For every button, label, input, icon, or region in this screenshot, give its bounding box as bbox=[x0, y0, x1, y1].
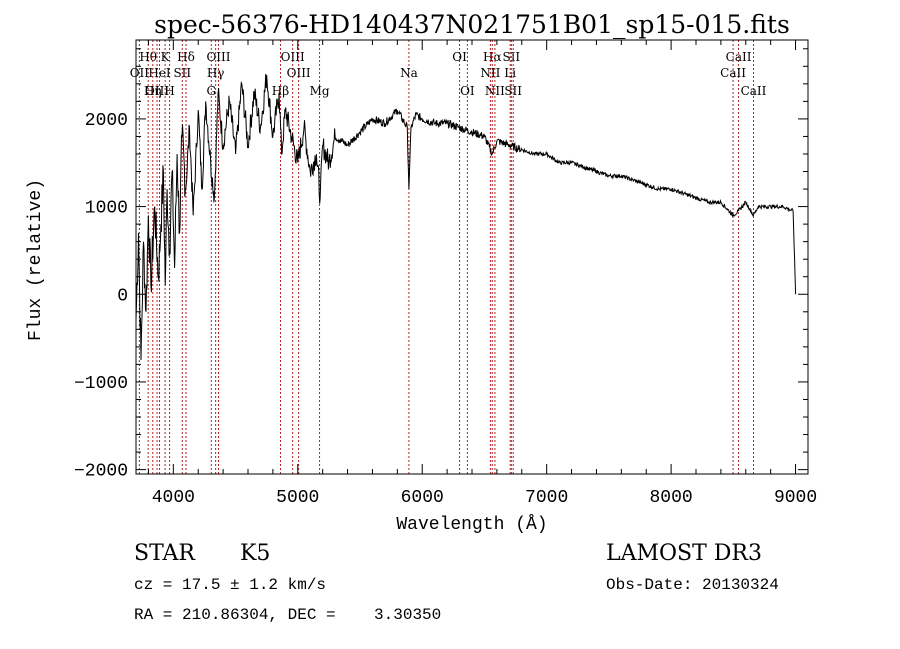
y-tick-label-3: 1000 bbox=[85, 199, 128, 219]
marker-label-5: Hη bbox=[144, 84, 162, 98]
marker-label-19: Hα bbox=[483, 50, 502, 64]
x-tick-label-0: 4000 bbox=[152, 488, 195, 508]
marker-label-1: OII bbox=[130, 66, 150, 80]
marker-label-7: H bbox=[164, 84, 174, 98]
object-subclass: K5 bbox=[240, 541, 270, 566]
marker-label-3: K bbox=[161, 50, 171, 64]
spectrum-line bbox=[135, 73, 797, 361]
y-tick-label-2: 0 bbox=[117, 286, 128, 306]
redshift-value: cz = 17.5 ± 1.2 km/s bbox=[134, 576, 326, 594]
survey-name: LAMOST DR3 bbox=[606, 541, 762, 566]
x-tick-label-1: 5000 bbox=[276, 488, 319, 508]
marker-label-11: G bbox=[206, 84, 216, 98]
y-tick-label-1: −1000 bbox=[74, 374, 128, 394]
y-tick-label-0: −2000 bbox=[74, 462, 128, 482]
marker-label-10: Hγ bbox=[207, 66, 225, 80]
marker-label-12: OIII bbox=[281, 50, 305, 64]
marker-label-22: Li bbox=[504, 66, 516, 80]
marker-label-20: SII bbox=[502, 50, 520, 64]
marker-label-8: Hδ bbox=[177, 50, 195, 64]
y-tick-label-4: 2000 bbox=[85, 111, 128, 131]
marker-label-18: OI bbox=[460, 84, 475, 98]
marker-label-9: OIII bbox=[206, 50, 230, 64]
marker-label-13: OIII bbox=[287, 66, 311, 80]
observation-date: Obs-Date: 20130324 bbox=[606, 576, 779, 594]
marker-label-21: NII bbox=[480, 66, 500, 80]
marker-label-0: Hθ bbox=[139, 50, 157, 64]
emission-line-markers: Hθ OII OIII K HeI Hη SII H Hδ OIII Hγ G OIII OIII Hβ Mg… bbox=[130, 40, 767, 474]
x-tick-label-4: 8000 bbox=[650, 488, 693, 508]
x-tick-label-5: 9000 bbox=[774, 488, 817, 508]
spectrum-series bbox=[135, 73, 797, 361]
marker-label-6: SII bbox=[173, 66, 191, 80]
x-tick-label-3: 7000 bbox=[525, 488, 568, 508]
marker-label-26: CaII bbox=[720, 66, 746, 80]
y-axis-label: Flux (relative) bbox=[26, 179, 46, 341]
axes: 4000 5000 6000 7000 8000 9000 −2000 −1000 0 1000 2… bbox=[74, 40, 817, 508]
coordinates: RA = 210.86304, DEC = 3.30350 bbox=[134, 606, 441, 624]
marker-label-16: Na bbox=[400, 66, 418, 80]
x-tick-label-2: 6000 bbox=[401, 488, 444, 508]
plot-frame bbox=[135, 39, 809, 475]
chart-title: spec-56376-HD140437N021751B01_sp15-015.f… bbox=[154, 10, 790, 39]
marker-label-17: OI bbox=[452, 50, 467, 64]
x-axis-label: Wavelength (Å) bbox=[396, 514, 547, 535]
marker-label-15: Mg bbox=[310, 84, 330, 98]
marker-label-4: HeI bbox=[148, 66, 171, 80]
marker-label-24: SII bbox=[504, 84, 522, 98]
marker-label-2: OIII bbox=[145, 84, 169, 98]
marker-label-27: CaII bbox=[741, 84, 767, 98]
marker-label-23: NII bbox=[485, 84, 505, 98]
marker-label-25: CaII bbox=[726, 50, 752, 64]
marker-label-14: Hβ bbox=[272, 84, 289, 98]
object-class: STAR bbox=[134, 541, 196, 566]
